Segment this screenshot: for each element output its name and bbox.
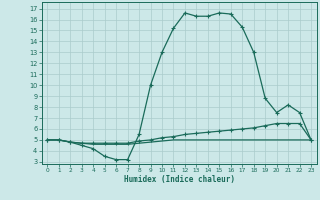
X-axis label: Humidex (Indice chaleur): Humidex (Indice chaleur) <box>124 175 235 184</box>
